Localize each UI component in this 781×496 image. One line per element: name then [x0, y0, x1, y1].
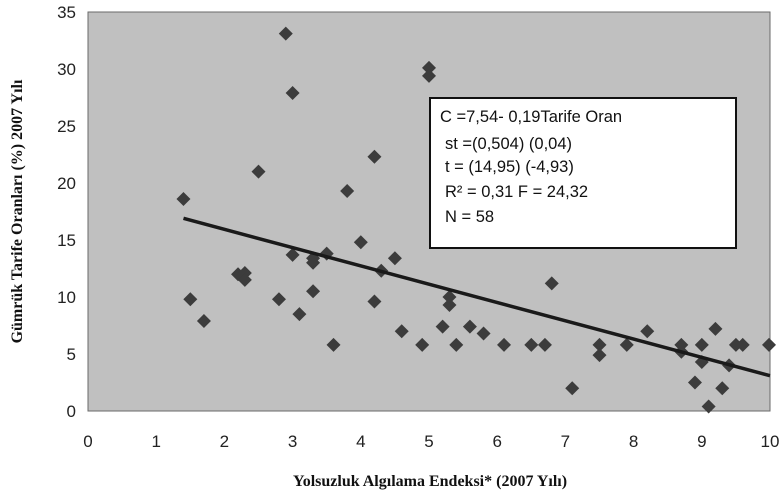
- data-point: [476, 326, 491, 341]
- data-point: [735, 337, 750, 352]
- data-point: [367, 149, 382, 164]
- data-point: [394, 324, 409, 339]
- data-point: [353, 235, 368, 250]
- y-axis-title: Gümrük Tarife Oranları (%) 2007 Yılı: [9, 79, 26, 343]
- data-point: [442, 297, 457, 312]
- data-point: [449, 337, 464, 352]
- data-point: [196, 313, 211, 328]
- data-point: [537, 337, 552, 352]
- x-tick-label: 10: [761, 432, 780, 451]
- x-tick-label: 4: [356, 432, 365, 451]
- data-point: [565, 381, 580, 396]
- x-tick-label: 8: [629, 432, 638, 451]
- data-point: [285, 85, 300, 100]
- annotation-line-equation: C =7,54- 0,19Tarife Oran: [440, 108, 622, 126]
- y-tick-label: 30: [57, 60, 76, 79]
- data-point: [715, 381, 730, 396]
- data-point: [544, 276, 559, 291]
- data-point: [176, 191, 191, 206]
- data-point: [524, 337, 539, 352]
- trend-line: [183, 216, 771, 378]
- annotation-line-r2-f: R² = 0,31 F = 24,32: [445, 183, 588, 201]
- y-tick-label: 10: [57, 288, 76, 307]
- data-point: [271, 292, 286, 307]
- x-tick-label: 0: [83, 432, 92, 451]
- annotation-box: [429, 97, 737, 249]
- y-tick-label: 25: [57, 117, 76, 136]
- data-point: [497, 337, 512, 352]
- x-axis-ticks: 0 1 2 3 4 5 6 7 8 9 10: [83, 432, 779, 451]
- x-axis-title: Yolsuzluk Algılama Endeksi* (2007 Yılı): [293, 473, 567, 490]
- data-point: [422, 60, 436, 75]
- annotation-line-n: N = 58: [445, 208, 494, 226]
- data-point: [640, 324, 655, 339]
- y-tick-label: 0: [67, 402, 76, 421]
- data-point: [592, 348, 607, 363]
- data-point: [183, 292, 198, 307]
- data-point: [367, 294, 382, 309]
- annotation-line-std-error: st =(0,504) (0,04): [445, 135, 572, 153]
- data-point: [442, 290, 457, 304]
- data-point: [278, 26, 293, 41]
- data-point: [619, 337, 634, 352]
- y-tick-label: 20: [57, 174, 76, 193]
- y-tick-label: 35: [57, 3, 76, 22]
- x-tick-label: 2: [220, 432, 229, 451]
- x-tick-label: 9: [697, 432, 706, 451]
- data-point: [701, 399, 716, 414]
- data-point: [592, 337, 607, 352]
- y-tick-label: 5: [67, 345, 76, 364]
- annotation-line-t-stat: t = (14,95) (-4,93): [445, 158, 574, 176]
- data-point: [415, 337, 430, 352]
- data-point: [387, 251, 402, 266]
- data-point: [340, 183, 355, 198]
- x-tick-label: 7: [561, 432, 570, 451]
- data-point: [422, 68, 436, 83]
- data-point: [292, 307, 307, 322]
- data-point: [762, 337, 776, 352]
- x-tick-label: 3: [288, 432, 297, 451]
- data-point: [285, 247, 300, 262]
- data-point: [687, 375, 702, 390]
- data-point: [306, 284, 321, 299]
- data-point: [708, 321, 723, 336]
- x-tick-label: 5: [424, 432, 433, 451]
- data-point: [251, 164, 266, 179]
- data-point: [462, 319, 477, 334]
- data-point: [435, 319, 450, 334]
- data-point: [326, 337, 341, 352]
- x-tick-label: 6: [492, 432, 501, 451]
- x-tick-label: 1: [151, 432, 160, 451]
- data-point: [694, 337, 709, 352]
- regression-annotation: C =7,54- 0,19Tarife Oran st =(0,504) (0,…: [429, 97, 737, 249]
- y-axis-ticks: 0 5 10 15 20 25 30 35: [57, 3, 76, 421]
- data-point: [237, 272, 252, 287]
- y-tick-label: 15: [57, 231, 76, 250]
